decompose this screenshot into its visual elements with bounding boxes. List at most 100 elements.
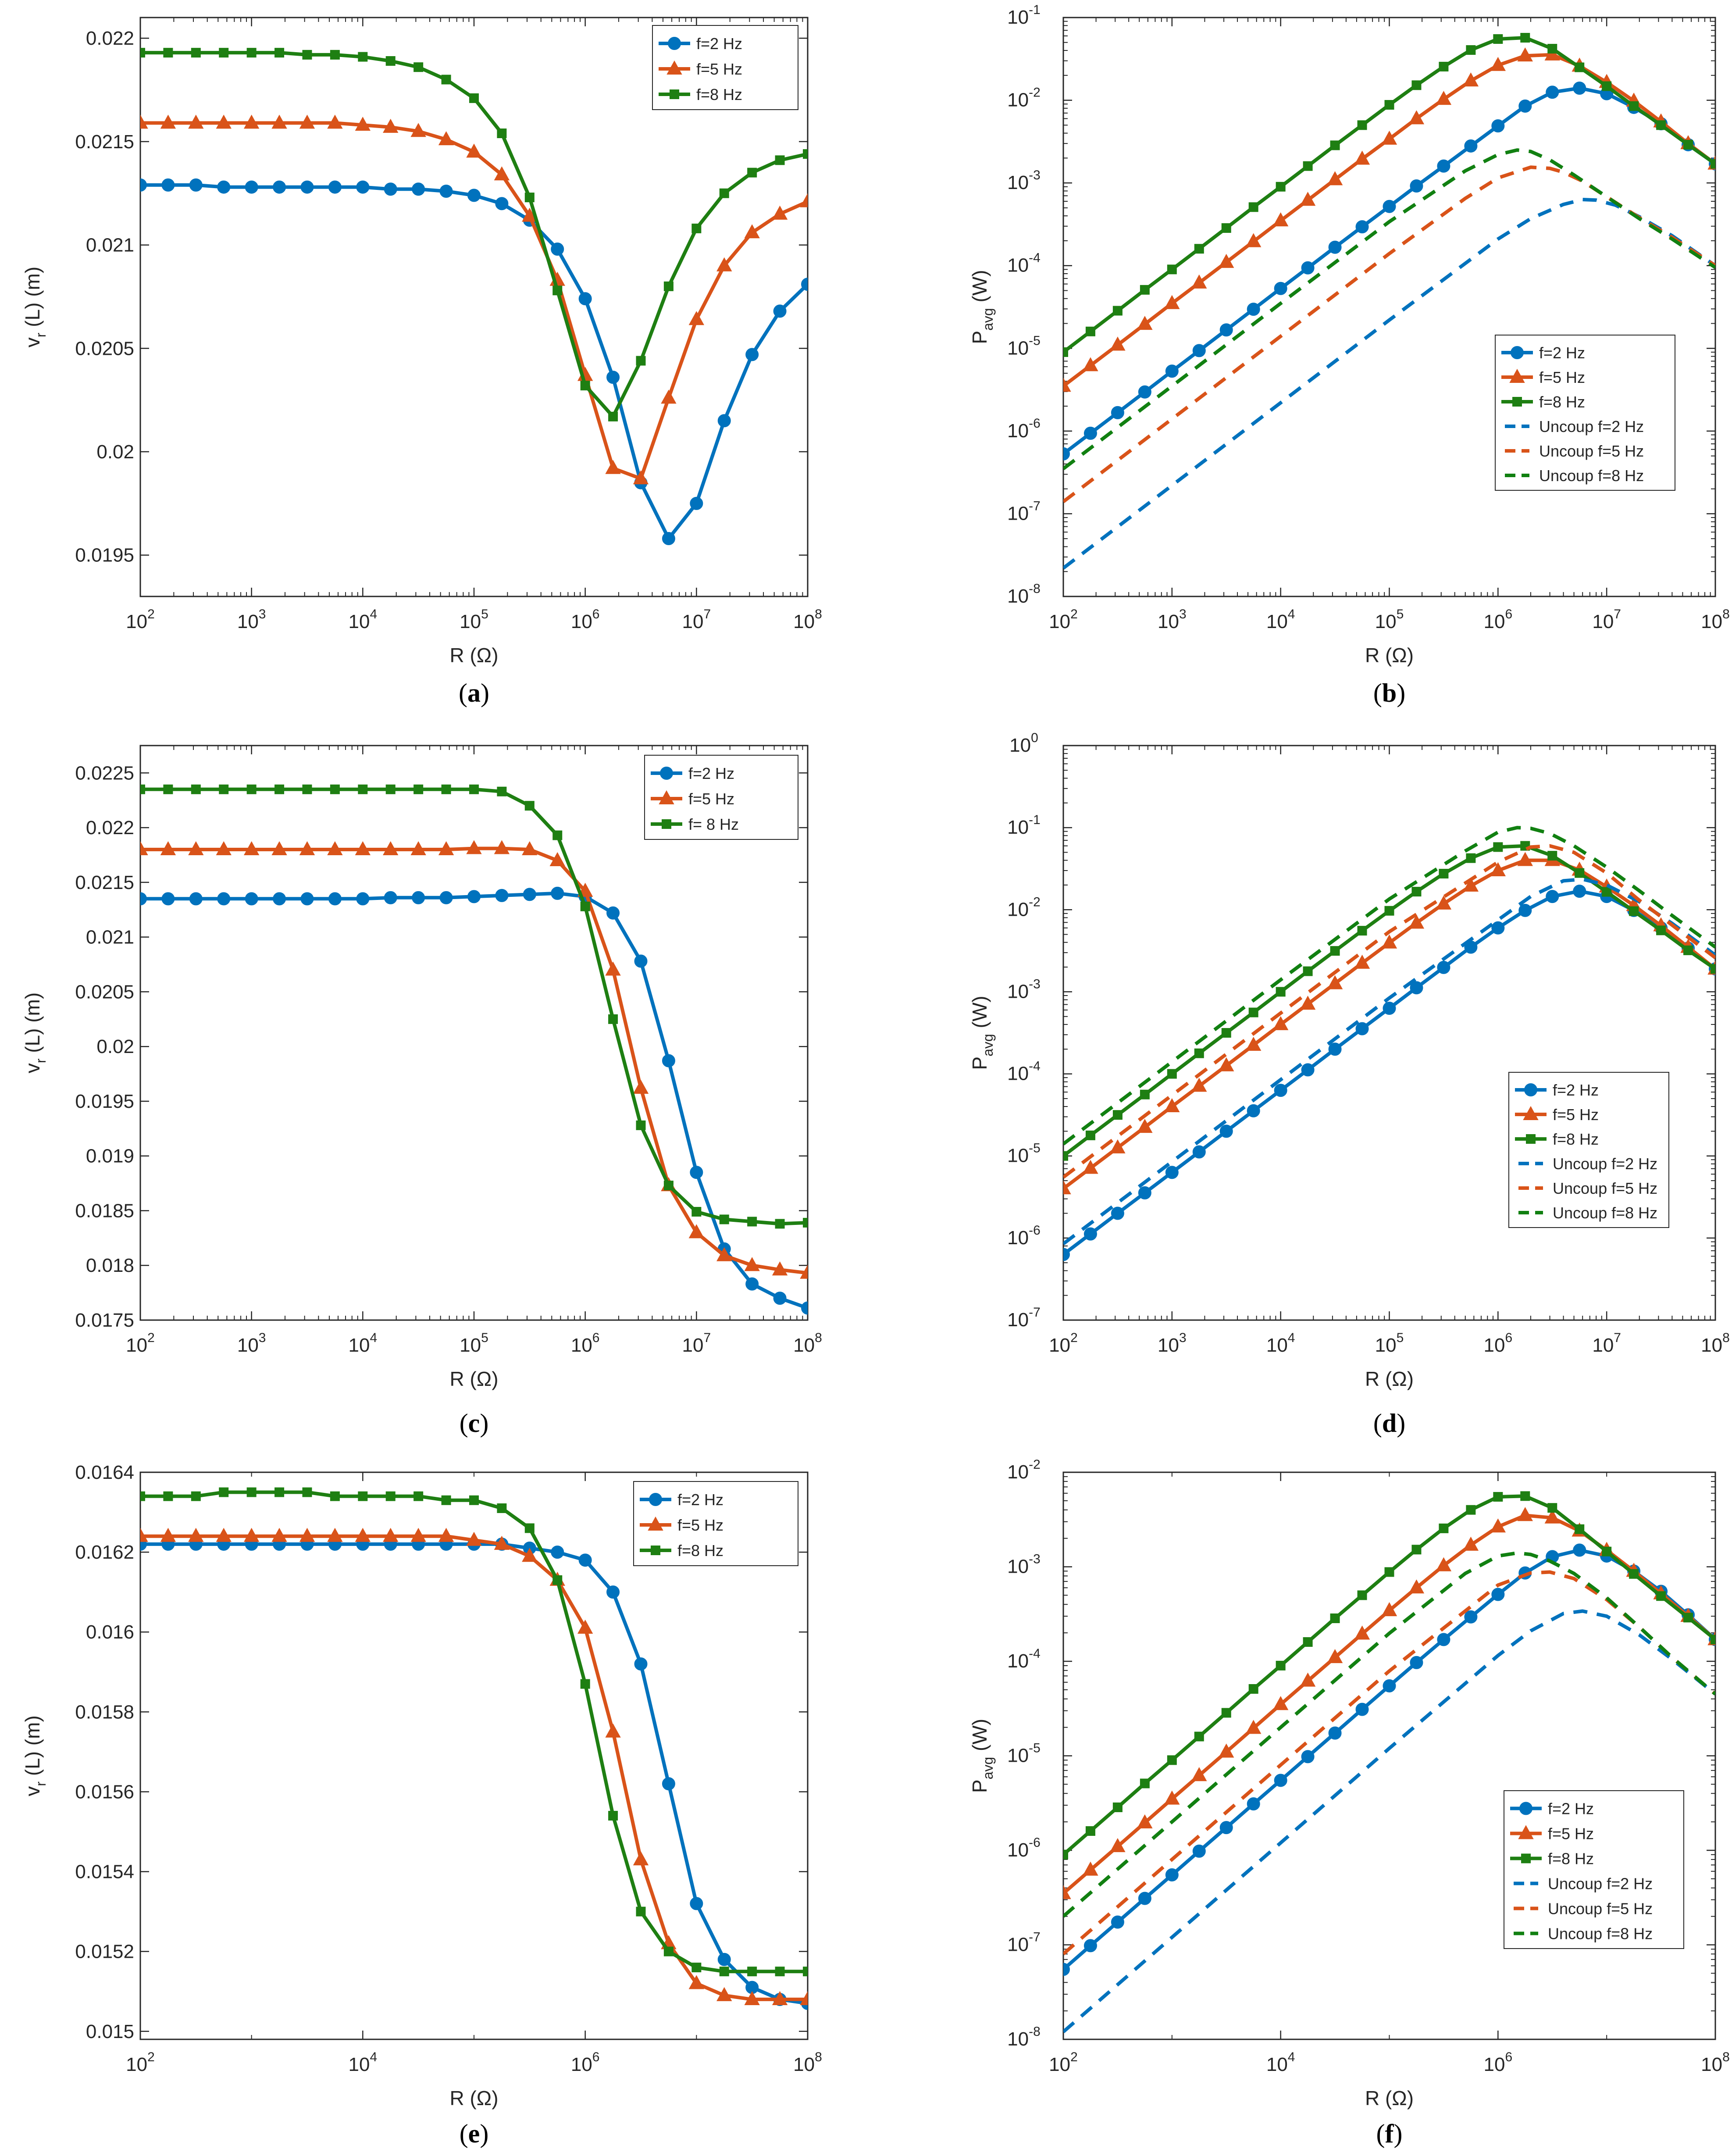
y-tick-label: 0.02 (96, 441, 134, 463)
y-tick-label: 10-8 (1007, 582, 1041, 607)
legend-label: f=8 Hz (1539, 393, 1585, 411)
data-point (608, 411, 618, 421)
data-point (775, 1219, 785, 1229)
data-layer-c (140, 784, 808, 1315)
legend-box (1495, 335, 1675, 491)
data-point (1328, 240, 1342, 254)
chart-panel-a: 102 103 104 105 106 107 1080.01950.020.02050.0… (21, 17, 822, 707)
data-point (633, 1079, 649, 1094)
data-point (1063, 1963, 1070, 1976)
series-c-2 (140, 784, 808, 1229)
data-point (384, 182, 397, 196)
data-point (606, 371, 620, 384)
data-point (1192, 344, 1206, 357)
legend-label: Uncoup f=5 Hz (1539, 442, 1644, 460)
data-point (1490, 862, 1506, 876)
data-point (1063, 1180, 1071, 1195)
y-axis-label: vr (L) (m) (21, 992, 49, 1073)
data-point (494, 166, 510, 181)
y-tick-label: 100 (1009, 731, 1038, 756)
legend-label: f=2 Hz (1553, 1081, 1599, 1099)
data-point (662, 532, 675, 545)
x-tick-label: 103 (1158, 607, 1187, 632)
data-point (216, 841, 232, 856)
data-point (1301, 1750, 1315, 1763)
data-point (1140, 285, 1150, 295)
y-tick-label: 10-3 (1007, 168, 1041, 193)
panel-caption: (b) (1373, 678, 1405, 707)
data-point (246, 1487, 257, 1497)
data-point (1575, 868, 1585, 878)
data-point (1518, 99, 1532, 113)
data-point (1303, 966, 1313, 976)
data-point (410, 841, 426, 856)
data-point (1683, 139, 1693, 150)
data-point (1138, 385, 1151, 399)
data-point (1544, 1509, 1560, 1524)
data-point (1083, 426, 1097, 440)
x-tick-label: 108 (1701, 607, 1730, 632)
data-point (633, 470, 649, 485)
y-tick-label: 0.021 (86, 235, 134, 256)
data-point (1328, 1726, 1342, 1740)
data-point (384, 891, 397, 904)
data-point (1301, 1063, 1315, 1077)
data-point (1272, 212, 1289, 227)
y-axis-label: Pavg (W) (968, 270, 996, 344)
data-point (356, 180, 370, 194)
data-point (803, 1217, 808, 1228)
data-point (1491, 119, 1505, 132)
data-point (441, 784, 451, 794)
data-point (1165, 1868, 1179, 1881)
data-point (1437, 960, 1450, 974)
data-point (327, 1528, 343, 1542)
data-point (1464, 1610, 1478, 1624)
data-point (745, 348, 759, 361)
y-tick-label: 0.0164 (75, 1462, 134, 1483)
data-point (358, 784, 368, 794)
series-b-5 (1063, 148, 1715, 470)
y-axis-label: vr (L) (m) (21, 267, 49, 347)
data-point (497, 1503, 507, 1513)
data-point (1466, 1505, 1476, 1515)
data-point (1573, 885, 1586, 898)
data-point (1138, 1892, 1151, 1905)
panel-caption: (d) (1373, 1409, 1405, 1438)
data-point (719, 1967, 729, 1977)
data-point (497, 786, 507, 796)
data-point (1112, 1802, 1123, 1812)
y-tick-label: 0.02 (96, 1036, 134, 1057)
data-point (438, 841, 454, 856)
legend-label: f=8 Hz (677, 1542, 723, 1560)
data-point (775, 1967, 785, 1977)
data-point (438, 131, 454, 146)
legend-f: f=2 Hz f=5 Hz f=8 Hz Uncoup f=2 Hz Uncoup f=… (1504, 1790, 1684, 1949)
data-point (1383, 1679, 1396, 1692)
data-point (1408, 914, 1425, 929)
series-d-5 (1063, 826, 1715, 1146)
data-point (1219, 323, 1233, 337)
data-point (663, 281, 674, 291)
legend-label: Uncoup f=8 Hz (1539, 467, 1644, 485)
data-point (716, 1987, 732, 2001)
data-point (271, 1528, 287, 1542)
data-point (661, 389, 677, 404)
data-point (494, 840, 510, 854)
data-point (439, 185, 453, 198)
y-tick-label: 10-7 (1007, 499, 1041, 524)
legend-c: f=2 Hz f=5 Hz f= 8 Hz (644, 755, 798, 840)
y-tick-label: 10-1 (1007, 3, 1041, 28)
chart-panel-d: 102 103 104 105 106 107 10810-710-610-510-410-… (968, 731, 1730, 1438)
data-point (140, 178, 147, 192)
data-point (495, 197, 509, 211)
data-point (803, 1967, 808, 1977)
data-point (385, 784, 396, 794)
data-point (1248, 1684, 1258, 1694)
x-axis-e: 102 104 106 108 (126, 1472, 822, 2075)
data-point (1140, 1778, 1150, 1788)
data-point (271, 841, 287, 856)
data-point (606, 1585, 620, 1599)
data-point (140, 892, 147, 906)
data-point (1357, 120, 1367, 130)
